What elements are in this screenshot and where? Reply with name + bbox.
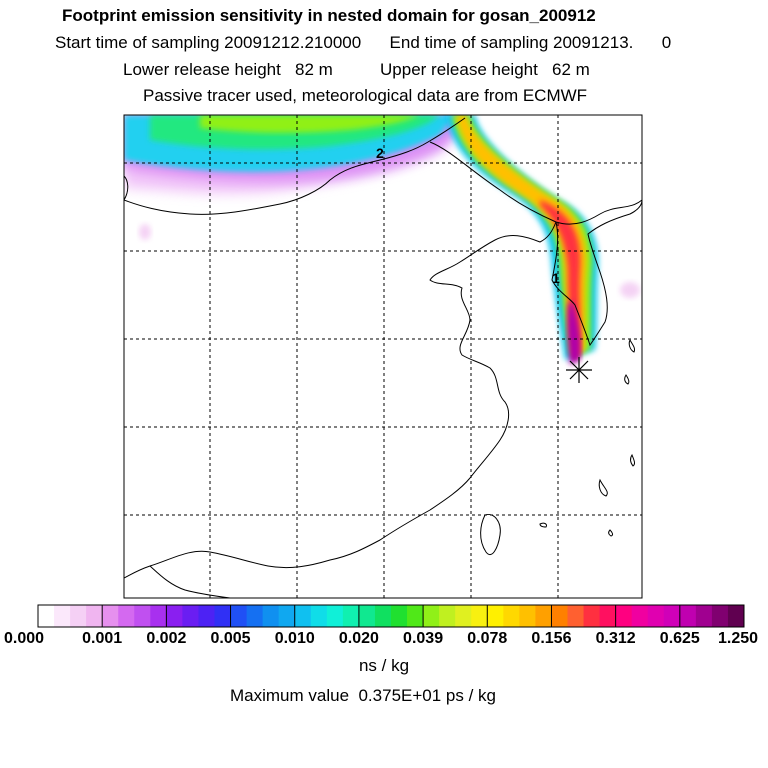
colorbar-cell bbox=[262, 605, 280, 627]
colorbar-cell bbox=[246, 605, 264, 627]
colorbar-cell bbox=[278, 605, 296, 627]
colorbar-cell bbox=[711, 605, 729, 627]
colorbar-cell bbox=[535, 605, 552, 627]
colorbar-cell bbox=[294, 605, 312, 627]
colorbar-tick-label: 0.005 bbox=[210, 630, 251, 647]
colorbar-cell bbox=[679, 605, 697, 627]
colorbar-cell bbox=[134, 605, 151, 627]
colorbar-cell bbox=[423, 605, 440, 627]
colorbar-cell bbox=[54, 605, 71, 627]
colorbar-cell bbox=[727, 605, 745, 627]
colorbar-cell bbox=[391, 605, 408, 627]
colorbar-cell bbox=[326, 605, 344, 627]
colorbar-tick-label: 0.156 bbox=[531, 630, 572, 647]
colorbar-tick-label: 0.010 bbox=[274, 630, 315, 647]
colorbar-cell bbox=[150, 605, 167, 627]
colorbar-cell bbox=[374, 605, 392, 627]
colorbar-tick-label: 0.002 bbox=[146, 630, 187, 647]
colorbar-cell bbox=[214, 605, 232, 627]
colorbar-cell bbox=[342, 605, 360, 627]
colorbar-cell bbox=[118, 605, 135, 627]
colorbar-cell bbox=[663, 605, 681, 627]
colorbar-cell bbox=[230, 605, 248, 627]
colorbar-tick-label: 1.250 bbox=[717, 630, 759, 647]
lat-lon-grid bbox=[124, 115, 642, 598]
tracer-info-line: Passive tracer used, meteorological data… bbox=[143, 86, 588, 105]
colorbar-cell bbox=[439, 605, 456, 627]
colorbar-tick-label: 0.078 bbox=[467, 630, 508, 647]
trajectory-label-1: 1 bbox=[552, 270, 560, 286]
colorbar bbox=[37, 604, 745, 628]
colorbar-cell bbox=[631, 605, 649, 627]
colorbar-cell bbox=[38, 605, 55, 627]
trajectory-label-2: 2 bbox=[376, 145, 384, 161]
receptor-star-icon bbox=[566, 357, 592, 383]
colorbar-cell bbox=[567, 605, 585, 627]
colorbar-units: ns / kg bbox=[358, 656, 410, 675]
colorbar-tick-label: 0.001 bbox=[82, 630, 123, 647]
colorbar-cell bbox=[198, 605, 215, 627]
plume-diagonal bbox=[445, 115, 599, 365]
colorbar-cell bbox=[310, 605, 328, 627]
colorbar-cell bbox=[70, 605, 87, 627]
colorbar-cell bbox=[695, 605, 713, 627]
sampling-time-line: Start time of sampling 20091212.210000 E… bbox=[55, 33, 672, 52]
colorbar-cell bbox=[487, 605, 504, 627]
colorbar-tick-label: 0.312 bbox=[595, 630, 636, 647]
colorbar-cell bbox=[551, 605, 568, 627]
colorbar-tick-label: 0.000 bbox=[3, 630, 45, 647]
colorbar-cell bbox=[599, 605, 617, 627]
colorbar-tick-label: 0.020 bbox=[338, 630, 379, 647]
colorbar-cell bbox=[455, 605, 472, 627]
colorbar-cell bbox=[471, 605, 488, 627]
colorbar-cell bbox=[647, 605, 665, 627]
plot-title: Footprint emission sensitivity in nested… bbox=[62, 6, 596, 25]
colorbar-cell bbox=[519, 605, 536, 627]
map-frame bbox=[123, 114, 643, 599]
colorbar-cell bbox=[503, 605, 520, 627]
colorbar-tick-label: 0.625 bbox=[659, 630, 700, 647]
colorbar-cell bbox=[615, 605, 633, 627]
colorbar-cell bbox=[583, 605, 601, 627]
colorbar-cell bbox=[358, 605, 376, 627]
release-height-line: Lower release height 82 m Upper release … bbox=[123, 60, 590, 79]
colorbar-tick-label: 0.039 bbox=[403, 630, 444, 647]
colorbar-cell bbox=[86, 605, 103, 627]
colorbar-cell bbox=[182, 605, 199, 627]
maximum-value-label: Maximum value 0.375E+01 ps / kg bbox=[230, 686, 496, 705]
colorbar-cell bbox=[166, 605, 183, 627]
colorbar-cell bbox=[407, 605, 424, 627]
colorbar-cell bbox=[102, 605, 119, 627]
